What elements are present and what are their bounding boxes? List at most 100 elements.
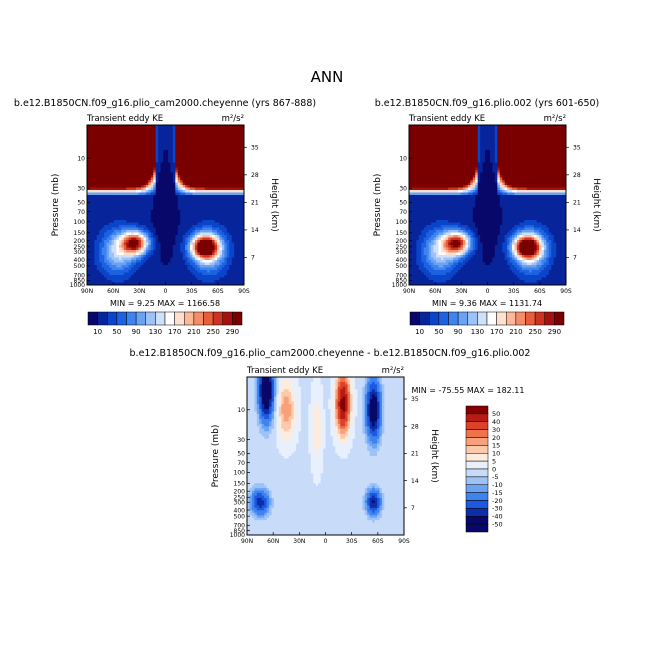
heatmap-cell (239, 185, 243, 189)
heatmap-cell (482, 145, 486, 149)
heatmap-cell (172, 180, 176, 184)
heatmap-cell (131, 145, 135, 149)
heatmap-cell (234, 160, 238, 164)
heatmap-cell (167, 200, 171, 204)
heatmap-cell (91, 262, 95, 266)
heatmap-cell (212, 207, 216, 211)
heatmap-cell (167, 267, 171, 271)
heatmap-cell (158, 270, 162, 274)
heatmap-cell (455, 132, 459, 136)
heatmap-cell (91, 220, 95, 224)
heatmap-cell (226, 190, 230, 194)
heatmap-cell (497, 140, 501, 144)
heatmap-cell (136, 177, 140, 181)
heatmap-cell (440, 137, 444, 141)
heatmap-cell (145, 202, 149, 206)
heatmap-cell (128, 220, 132, 224)
heatmap-cell (96, 265, 100, 269)
heatmap-cell (180, 130, 184, 134)
heatmap-cell (487, 125, 491, 129)
heatmap-cell (128, 192, 132, 196)
heatmap-cell (190, 220, 194, 224)
heatmap-cell (236, 205, 240, 209)
colorbar-box (203, 311, 214, 326)
heatmap-cell (172, 177, 176, 181)
heatmap-cell (485, 142, 489, 146)
heatmap-cell (87, 147, 91, 151)
heatmap-cell (214, 192, 218, 196)
heatmap-cell (221, 155, 225, 159)
heatmap-cell (531, 132, 535, 136)
heatmap-cell (221, 152, 225, 156)
heatmap-cell (187, 217, 191, 221)
heatmap-cell (153, 240, 157, 244)
heatmap-cell (212, 282, 216, 285)
heatmap-cell (219, 200, 223, 204)
heatmap-cell (111, 177, 115, 181)
heatmap-cell (212, 172, 216, 176)
heatmap-cell (131, 137, 135, 141)
heatmap-cell (516, 142, 520, 146)
heatmap-cell (492, 137, 496, 141)
heatmap-cell (167, 212, 171, 216)
heatmap-cell (194, 137, 198, 141)
heatmap-cell (219, 225, 223, 229)
heatmap-cell (94, 125, 98, 129)
heatmap-cell (546, 147, 550, 151)
heatmap-cell (89, 245, 93, 249)
heatmap-cell (531, 142, 535, 146)
heatmap-cell (221, 212, 225, 216)
heatmap-cell (172, 165, 176, 169)
heatmap-cell (111, 242, 115, 246)
heatmap-cell (116, 260, 120, 264)
heatmap-cell (516, 132, 520, 136)
heatmap-cell (217, 140, 221, 144)
heatmap-cell (175, 282, 179, 285)
heatmap-cell (177, 270, 181, 274)
heatmap-cell (87, 247, 91, 251)
heatmap-cell (187, 265, 191, 269)
heatmap-cell (163, 260, 167, 264)
heatmap-cell (145, 270, 149, 274)
heatmap-cell (128, 160, 132, 164)
heatmap-cell (111, 255, 115, 259)
heatmap-cell (150, 137, 154, 141)
heatmap-cell (551, 137, 555, 141)
heatmap-cell (214, 207, 218, 211)
heatmap-cell (106, 192, 110, 196)
heatmap-cell (202, 270, 206, 274)
heatmap-cell (516, 130, 520, 134)
heatmap-cell (118, 165, 122, 169)
heatmap-cell (234, 170, 238, 174)
heatmap-cell (91, 142, 95, 146)
heatmap-cell (167, 195, 171, 199)
heatmap-cell (170, 277, 174, 281)
heatmap-cell (138, 145, 142, 149)
heatmap-cell (109, 152, 113, 156)
heatmap-cell (118, 187, 122, 191)
heatmap-cell (226, 162, 230, 166)
heatmap-cell (224, 165, 228, 169)
heatmap-cell (226, 252, 230, 256)
heatmap-cell (109, 177, 113, 181)
heatmap-cell (212, 247, 216, 251)
heatmap-cell (413, 137, 417, 141)
heatmap-cell (241, 282, 244, 285)
heatmap-cell (234, 255, 238, 259)
heatmap-cell (165, 272, 169, 276)
heatmap-cell (497, 132, 501, 136)
heatmap-cell (494, 147, 498, 151)
heatmap-cell (236, 182, 240, 186)
heatmap-cell (136, 170, 140, 174)
heatmap-cell (180, 197, 184, 201)
heatmap-cell (241, 245, 244, 249)
heatmap-cell (190, 245, 194, 249)
heatmap-cell (94, 250, 98, 254)
heatmap-cell (214, 210, 218, 214)
heatmap-cell (150, 235, 154, 239)
heatmap-cell (192, 185, 196, 189)
heatmap-cell (153, 202, 157, 206)
heatmap-cell (219, 205, 223, 209)
heatmap-cell (94, 150, 98, 154)
heatmap-cell (126, 157, 130, 161)
